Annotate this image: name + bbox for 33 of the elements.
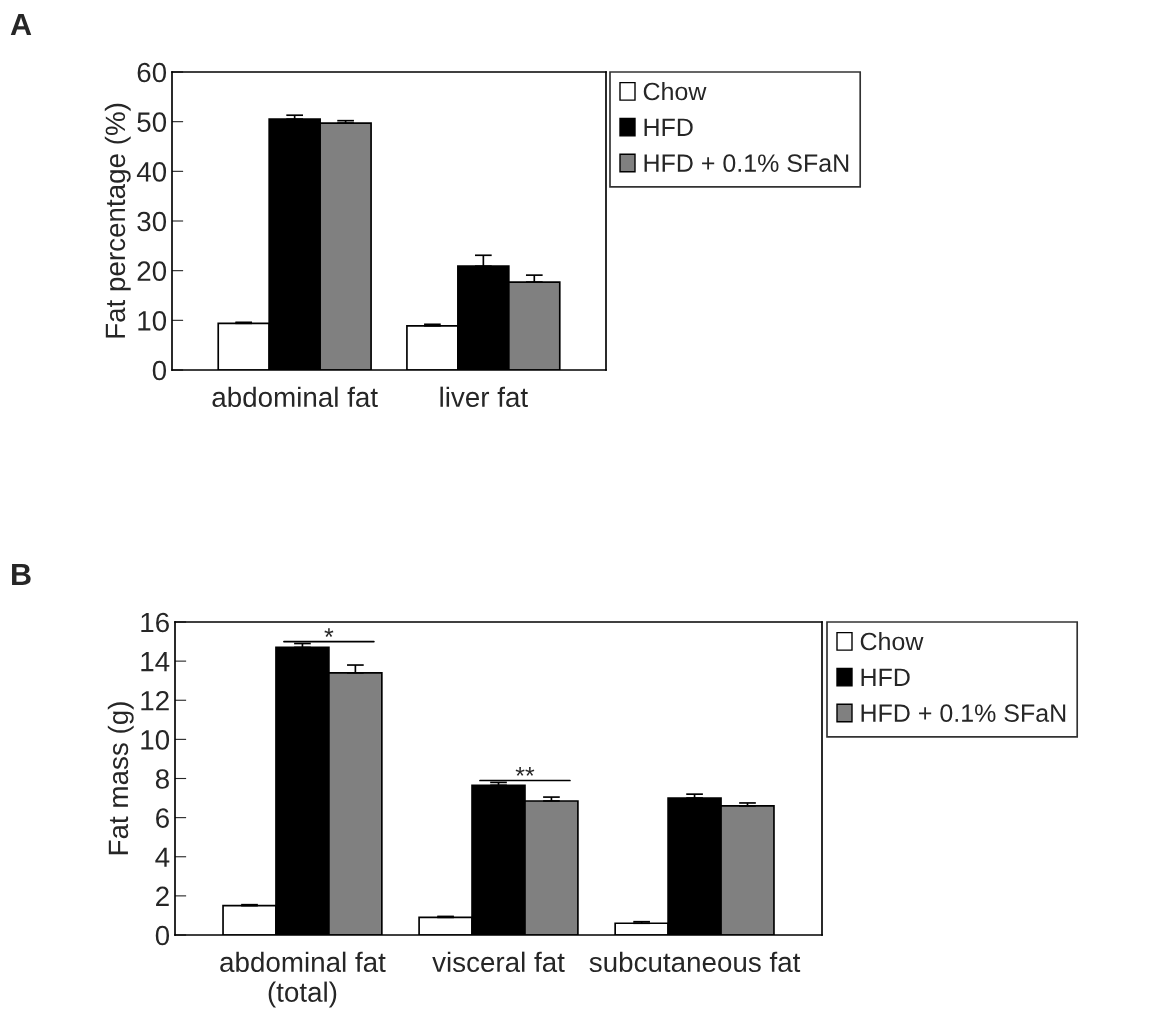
y-axis-title: Fat mass (g): [107, 702, 134, 855]
x-tick-label: visceral fat: [432, 951, 565, 973]
x-tick-label: subcutaneous fat: [589, 951, 801, 973]
chart-title: A: [10, 13, 32, 35]
y-tick-label: 10: [138, 311, 167, 331]
y-tick-label: 30: [137, 211, 167, 232]
y-tick-label: 40: [136, 162, 167, 182]
y-tick-label: 0: [155, 925, 170, 946]
y-tick-label: 2: [156, 886, 169, 906]
x-tick-label: abdominal fat: [212, 386, 378, 408]
y-tick-label: 14: [141, 652, 170, 672]
chart-title: B: [12, 563, 31, 585]
legend-label: Chow: [860, 632, 924, 651]
legend-label: HFD: [644, 118, 693, 136]
x-tick-label: abdominal fat (total): [220, 951, 386, 1008]
y-tick-label: 12: [141, 690, 169, 711]
y-tick-label: 8: [155, 769, 169, 789]
y-tick-label: 4: [155, 847, 170, 867]
legend-label: Chow: [643, 82, 707, 101]
y-tick-label: 50: [137, 112, 167, 133]
legend-label: HFD + 0.1% SFaN: [644, 154, 849, 172]
y-tick-label: 0: [152, 360, 167, 381]
y-tick-label: 16: [141, 612, 169, 633]
y-axis-title: Fat percentage (%): [104, 103, 131, 338]
legend-label: HFD: [861, 668, 910, 686]
y-tick-label: 20: [137, 261, 167, 282]
y-tick-label: 6: [156, 808, 169, 828]
y-tick-label: 60: [137, 62, 167, 83]
annotation: **: [515, 767, 535, 776]
y-tick-label: 10: [141, 730, 170, 750]
x-tick-label: liver fat: [440, 386, 528, 408]
legend-label: HFD + 0.1% SFaN: [861, 704, 1066, 722]
annotation: *: [324, 628, 334, 637]
